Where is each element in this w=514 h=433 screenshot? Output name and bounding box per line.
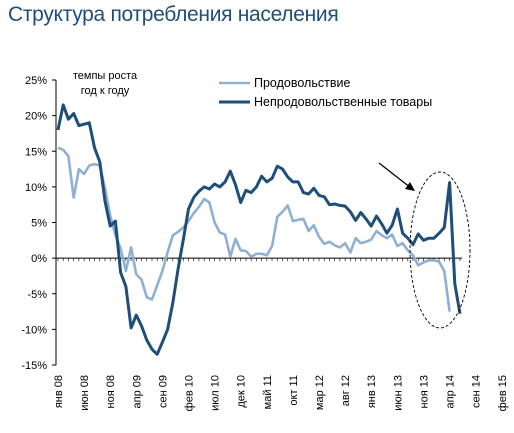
annotation-arrow-shaft (378, 162, 412, 189)
highlight-ellipse (409, 171, 471, 329)
annotation-text-line2: год к году (81, 85, 130, 97)
x-tick-label: апр 09 (131, 375, 143, 408)
x-tick-label: май 11 (262, 375, 274, 409)
series-line-nonfood (56, 103, 462, 356)
annotation-arrow-head (405, 182, 415, 191)
y-tick-label: -10% (21, 324, 47, 336)
chart-title: Структура потребления населения (8, 3, 339, 26)
x-tick-label: дек 10 (236, 375, 248, 408)
y-tick-label: 20% (25, 111, 47, 123)
x-tick-label: июн 13 (392, 375, 404, 411)
y-tick-label: 10% (25, 182, 47, 194)
x-tick-label: ноя 08 (105, 375, 117, 408)
y-tick-label: -15% (21, 360, 47, 372)
y-tick-label: 5% (31, 218, 47, 230)
annotation-layer: темпы роста год к году (73, 70, 471, 329)
x-tick-label: янв 08 (53, 375, 65, 408)
y-tick-label: 0% (31, 253, 47, 265)
x-tick-label: апр 14 (445, 375, 457, 408)
x-tick-label: мар 12 (314, 375, 326, 410)
y-tick-label: -5% (27, 289, 47, 301)
x-tick-label: фев 15 (497, 375, 509, 411)
x-tick-label: фев 10 (184, 375, 196, 411)
legend-label-food: Продовольствие (254, 76, 350, 90)
series-layer (56, 103, 462, 356)
x-tick-label: сен 14 (471, 375, 483, 408)
legend: Продовольствие Непродовольственные товары (219, 76, 432, 109)
x-tick-label: сен 09 (157, 375, 169, 408)
y-tick-label: 15% (25, 146, 47, 158)
annotation-text-line1: темпы роста (73, 70, 138, 82)
x-tick-label: янв 13 (366, 375, 378, 408)
x-tick-label: июл 10 (210, 375, 222, 411)
x-tick-label: окт 11 (288, 375, 300, 406)
y-tick-label: 25% (25, 75, 47, 87)
x-tick-label: июн 08 (79, 375, 91, 411)
x-tick-label: ноя 13 (418, 375, 430, 408)
legend-label-nonfood: Непродовольственные товары (254, 95, 432, 109)
series-line-food (57, 146, 451, 312)
x-axis: янв 08 июн 08 ноя 08 апр 09 сен 09 фев 10 июл … (53, 257, 509, 411)
x-tick-label: авг 12 (340, 375, 352, 406)
y-axis: 25% 20% 15% 10% 5% 0% -5% -10% -15% (21, 75, 57, 372)
